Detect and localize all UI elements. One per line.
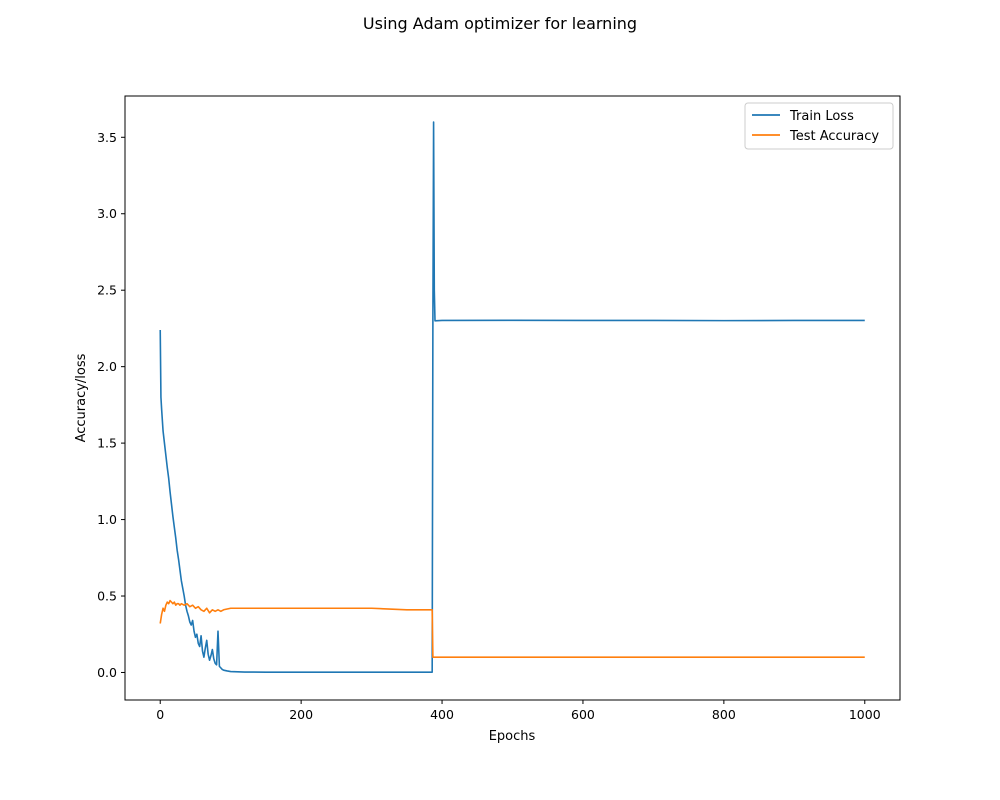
series-layer [159,121,865,673]
y-tick-label: 1.5 [97,436,117,451]
x-tick-label: 400 [430,707,454,722]
y-tick-label: 3.5 [97,130,117,145]
y-tick-label: 2.0 [97,359,117,374]
legend-label-train-loss: Train Loss [789,109,854,124]
legend: Train Loss Test Accuracy [744,102,894,150]
chart-title: Using Adam optimizer for learning [363,14,637,33]
x-tick-label: 0 [156,707,164,722]
y-tick-label: 3.0 [97,206,117,221]
y-tick-label: 0.5 [97,589,117,604]
x-tick-label: 1000 [849,707,881,722]
x-axis-ticks: 0 200 400 600 800 1000 [156,700,881,722]
series-line-train-loss [159,121,865,673]
legend-box [744,102,894,150]
y-tick-label: 2.5 [97,283,117,298]
x-tick-label: 800 [712,707,736,722]
x-axis-label: Epochs [489,729,536,744]
y-axis-ticks: 0.0 0.5 1.0 1.5 2.0 2.5 3.0 3.5 [97,130,125,680]
legend-label-test-accuracy: Test Accuracy [789,129,879,144]
y-tick-label: 0.0 [97,665,117,680]
x-tick-label: 600 [571,707,595,722]
plot-frame [124,95,901,701]
y-axis-label: Accuracy/loss [74,353,89,442]
series-line-test-accuracy [159,599,865,658]
y-tick-label: 1.0 [97,512,117,527]
x-tick-label: 200 [289,707,313,722]
